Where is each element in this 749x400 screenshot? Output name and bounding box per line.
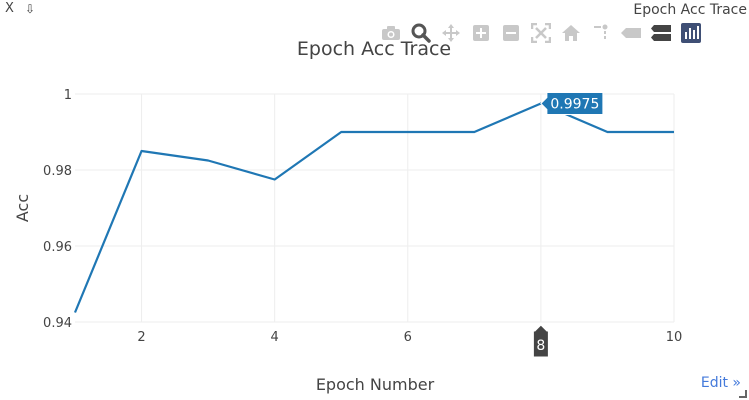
resize-handle[interactable]	[739, 390, 747, 398]
y-tick-label: 1	[64, 88, 72, 103]
series-line	[75, 104, 674, 313]
hover-layer: 0.9975 8	[533, 93, 603, 358]
edit-link[interactable]: Edit »	[701, 375, 741, 391]
x-axis-title: Epoch Number	[316, 375, 435, 394]
hover-x-label: 8	[536, 338, 545, 354]
x-tick-label: 2	[137, 330, 145, 345]
y-tick-label: 0.98	[43, 164, 72, 179]
hover-y-label: 0.9975	[550, 97, 599, 113]
x-tick-label: 4	[271, 330, 279, 345]
x-tick-label: 6	[404, 330, 412, 345]
y-tick-label: 0.96	[43, 240, 72, 255]
x-tick-label: 10	[666, 330, 683, 345]
tick-labels: 0.94 0.96 0.98 1 2 4 6 10	[43, 88, 682, 345]
grid-lines	[75, 94, 674, 322]
chart-title: Epoch Acc Trace	[297, 38, 451, 60]
series-layer	[75, 103, 674, 312]
y-tick-label: 0.94	[43, 316, 72, 331]
y-axis-title: Acc	[13, 194, 32, 222]
